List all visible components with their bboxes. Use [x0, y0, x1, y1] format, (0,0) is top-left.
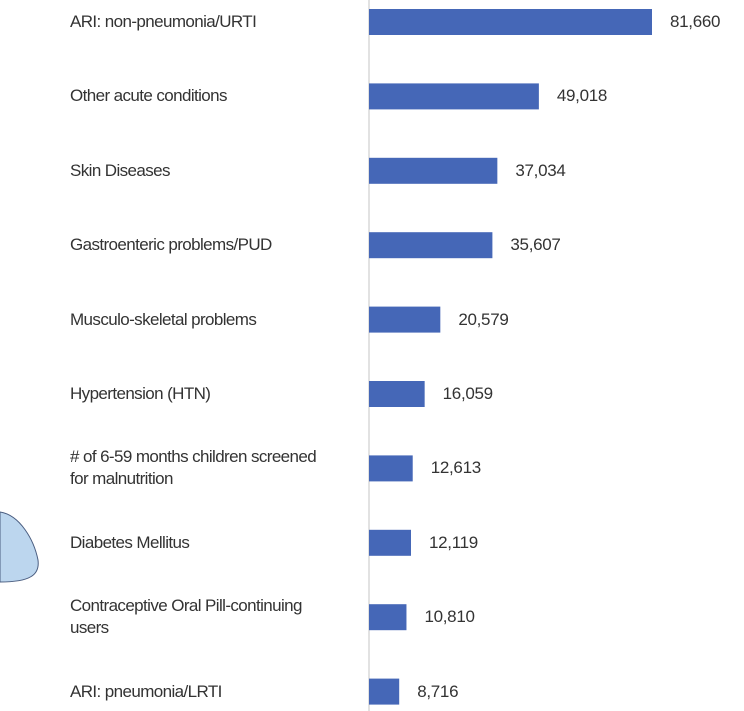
value-label: 16,059	[443, 384, 493, 404]
value-label: 8,716	[417, 682, 458, 702]
bar	[369, 83, 539, 109]
category-label: # of 6-59 months children screened for m…	[70, 446, 332, 490]
category-label: Other acute conditions	[70, 85, 332, 107]
chart: ARI: non-pneumonia/URTI 81,660 Other acute…	[0, 0, 744, 711]
category-label: Gastroenteric problems/PUD	[70, 234, 332, 256]
value-label: 12,613	[431, 458, 481, 478]
bar	[369, 455, 413, 481]
bar	[369, 307, 440, 333]
decoration	[0, 512, 38, 582]
value-label: 49,018	[557, 86, 607, 106]
category-label: Hypertension (HTN)	[70, 383, 332, 405]
value-label: 12,119	[429, 533, 478, 553]
value-label: 37,034	[515, 161, 565, 181]
category-label: ARI: non-pneumonia/URTI	[70, 11, 332, 33]
category-label: Contraceptive Oral Pill-continuing users	[70, 595, 332, 639]
bar	[369, 530, 411, 556]
bar	[369, 381, 425, 407]
category-label: Skin Diseases	[70, 160, 332, 182]
value-label: 35,607	[510, 235, 560, 255]
bar	[369, 604, 406, 630]
value-label: 81,660	[670, 12, 720, 32]
category-label: Musculo-skeletal problems	[70, 309, 332, 331]
value-label: 20,579	[458, 310, 508, 330]
category-label: Diabetes Mellitus	[70, 532, 332, 554]
bar	[369, 158, 497, 184]
category-label: ARI: pneumonia/LRTI	[70, 681, 332, 703]
value-label: 10,810	[424, 607, 474, 627]
bar	[369, 679, 399, 705]
bar	[369, 9, 652, 35]
bar	[369, 232, 492, 258]
